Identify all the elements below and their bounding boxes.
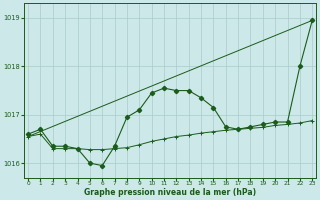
X-axis label: Graphe pression niveau de la mer (hPa): Graphe pression niveau de la mer (hPa) [84, 188, 256, 197]
